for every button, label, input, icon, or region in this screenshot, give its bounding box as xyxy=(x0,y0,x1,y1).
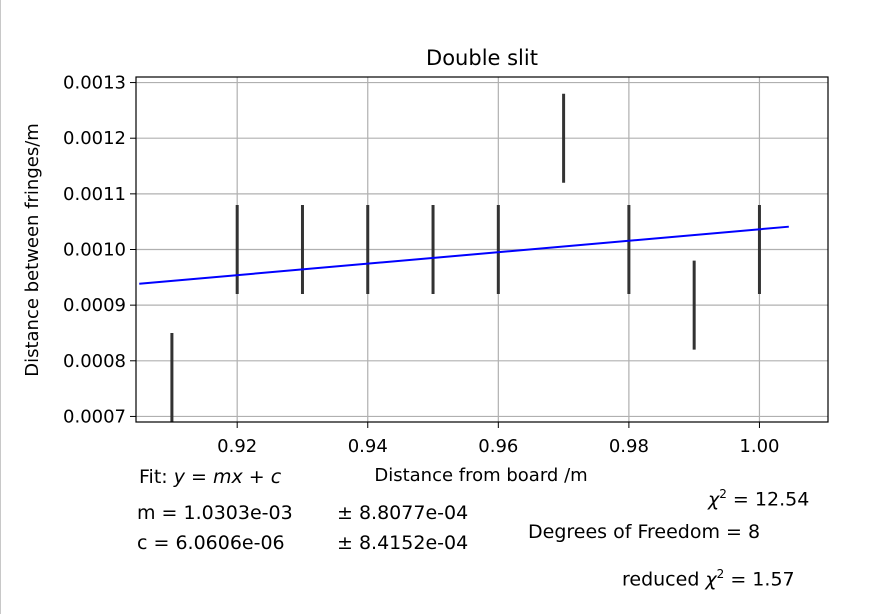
chi-squared-value: = 12.54 xyxy=(726,488,810,511)
m-error: ± 8.8077e-04 xyxy=(337,502,469,524)
y-axis-label: Distance between fringes/m xyxy=(22,123,43,377)
y-tick-label-3: 0.0010 xyxy=(63,240,126,261)
y-tick-label-6: 0.0013 xyxy=(63,73,126,94)
y-ticks: 0.0007 0.0008 0.0009 0.0010 0.0011 0.0012 0.00… xyxy=(63,73,136,427)
y-tick-label-5: 0.0012 xyxy=(63,128,126,149)
fit-line xyxy=(139,225,789,285)
chi-superscript-2: 2 xyxy=(716,567,725,581)
y-tick-label-1: 0.0008 xyxy=(63,351,126,372)
y-tick-label-2: 0.0009 xyxy=(63,295,126,316)
reduced-chi-squared: reduced χ2 = 1.57 xyxy=(622,567,795,590)
chi-symbol: χ xyxy=(708,488,720,511)
chi-squared: χ2 = 12.54 xyxy=(708,487,809,510)
x-tick-label-3: 0.98 xyxy=(609,436,649,457)
fit-formula: y = mx + c xyxy=(173,466,282,488)
x-tick-label-0: 0.92 xyxy=(217,436,257,457)
m-value: m = 1.0303e-03 xyxy=(137,502,293,524)
x-tick-label-4: 1.00 xyxy=(739,436,779,457)
grid-lines xyxy=(136,77,828,422)
chi-symbol-2: χ xyxy=(705,568,717,591)
y-tick-label-4: 0.0011 xyxy=(63,184,126,205)
c-error: ± 8.4152e-04 xyxy=(337,532,469,554)
chi-superscript: 2 xyxy=(719,487,727,501)
page-border xyxy=(0,0,1,614)
y-tick-label-0: 0.0007 xyxy=(63,406,126,427)
c-value: c = 6.0606e-06 xyxy=(137,532,285,554)
reduced-prefix: reduced xyxy=(622,568,706,591)
fit-label: Fit: y = mx + c xyxy=(139,466,281,488)
x-axis-label: Distance from board /m xyxy=(374,465,587,486)
x-tick-label-2: 0.96 xyxy=(478,436,518,457)
chart-title: Double slit xyxy=(426,46,538,70)
x-tick-label-1: 0.94 xyxy=(348,436,388,457)
error-bars xyxy=(170,93,761,422)
x-ticks: 0.92 0.94 0.96 0.98 1.00 xyxy=(217,422,779,457)
degrees-of-freedom: Degrees of Freedom = 8 xyxy=(528,521,761,543)
reduced-chi-squared-value: = 1.57 xyxy=(724,568,795,591)
fit-prefix: Fit: xyxy=(139,466,174,488)
